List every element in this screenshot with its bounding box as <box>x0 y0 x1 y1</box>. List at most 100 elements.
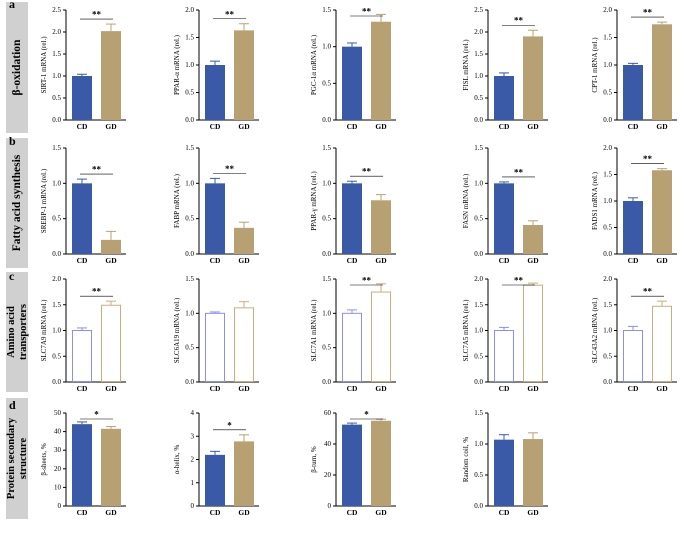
y-tick-label: 1.0 <box>185 309 194 317</box>
y-axis-label: CPT-1 mRNA (rel.) <box>591 37 599 93</box>
y-tick-label: 10 <box>54 483 62 491</box>
chart-1: 0.0 0.5 1.0 1.5 2.0 PPAR-α mRNA (rel.) CD GD ** <box>173 6 259 131</box>
bar-cd <box>72 330 92 382</box>
bar-cd <box>494 330 514 382</box>
significance-marker: ** <box>225 9 235 19</box>
panel-band-d <box>6 398 28 519</box>
y-tick-label: 0.5 <box>52 215 61 223</box>
y-tick-label: 1.5 <box>474 50 483 58</box>
chart-2: 0.0 0.5 1.0 1.5 PGC-1α mRNA (rel.) CD GD ** <box>310 6 396 131</box>
bar-gd <box>523 439 543 506</box>
y-tick-label: 1.5 <box>185 34 194 42</box>
y-tick-label: 1.0 <box>603 327 612 335</box>
significance-marker: ** <box>514 167 524 177</box>
chart-14: 0.0 0.5 1.0 1.5 2.0 SLC43A2 mRNA (rel.) CD GD ** <box>591 275 677 393</box>
bar-gd <box>371 291 391 382</box>
y-tick-label: 1.0 <box>322 43 331 51</box>
panel-title-d: Protein secondarystructure <box>6 417 29 499</box>
bar-gd <box>101 304 121 383</box>
y-tick-label: 0 <box>58 502 62 510</box>
x-tick-label: CD <box>347 122 358 131</box>
y-tick-label: 0.5 <box>603 352 612 360</box>
significance-marker: ** <box>514 16 524 26</box>
y-tick-label: 0 <box>191 502 195 510</box>
y-tick-label: 1.0 <box>603 197 612 205</box>
x-tick-label: GD <box>105 384 117 393</box>
y-tick-label: 0.5 <box>322 79 331 87</box>
y-tick-label: 40 <box>54 428 62 436</box>
y-tick-label: 1.5 <box>52 144 61 152</box>
y-tick-label: 2.0 <box>474 28 483 36</box>
chart-16: 0 1 2 3 4 α-helix, % CD GD * <box>173 409 259 517</box>
x-tick-label: GD <box>656 122 668 131</box>
y-axis-label: SREBP-1 mRNA (rel.) <box>40 168 48 233</box>
y-tick-label: 1.0 <box>185 179 194 187</box>
significance-marker: ** <box>92 10 102 20</box>
y-tick-label: 0.0 <box>474 378 483 386</box>
y-tick-label: 2.0 <box>52 275 61 283</box>
y-tick-label: 20 <box>324 471 332 479</box>
chart-9: 0.0 0.5 1.0 1.5 2.0 FADS1 mRNA (rel.) CD GD ** <box>591 144 677 265</box>
x-tick-label: GD <box>375 508 387 517</box>
bar-cd <box>342 424 362 506</box>
chart-7: 0.0 0.5 1.0 1.5 PPAR-γ mRNA (rel.) CD GD ** <box>310 144 396 265</box>
x-tick-label: GD <box>375 122 387 131</box>
y-axis-label: FABP mRNA (rel.) <box>173 173 181 228</box>
x-tick-label: CD <box>499 122 510 131</box>
x-tick-label: GD <box>656 384 668 393</box>
panel-label-bands: a β-oxidation b Fatty acid synthesis c Amino … <box>6 0 29 519</box>
panel-band-a <box>6 2 28 133</box>
y-tick-label: 0.5 <box>474 215 483 223</box>
chart-18: 0.0 0.5 1.0 1.5 Random coil, % CD GD <box>462 409 548 517</box>
y-tick-label: 1.0 <box>322 309 331 317</box>
y-tick-label: 0.5 <box>474 94 483 102</box>
y-axis-label: SLC7A5 mRNA (rel.) <box>462 299 470 362</box>
y-tick-label: 2.0 <box>603 6 612 14</box>
y-tick-label: 1.5 <box>322 275 331 283</box>
bar-gd <box>523 36 543 120</box>
significance-marker: ** <box>92 287 102 297</box>
x-tick-label: CD <box>499 384 510 393</box>
y-tick-label: 0.0 <box>603 116 612 124</box>
significance-marker: ** <box>514 276 524 286</box>
significance-marker: ** <box>643 287 653 297</box>
y-tick-label: 0.0 <box>185 116 194 124</box>
significance-marker: ** <box>362 7 372 17</box>
y-tick-label: 0.0 <box>185 378 194 386</box>
bar-cd <box>72 183 92 254</box>
x-tick-label: CD <box>210 122 221 131</box>
y-tick-label: 1.5 <box>322 144 331 152</box>
charts-layer: 0.0 0.5 1.0 1.5 2.0 2.5 SIRT-1 mRNA (rel.) CD GD… <box>40 6 677 517</box>
y-tick-label: 1.5 <box>603 34 612 42</box>
significance-marker: ** <box>362 167 372 177</box>
chart-0: 0.0 0.5 1.0 1.5 2.0 2.5 SIRT-1 mRNA (rel.) CD GD… <box>40 6 126 131</box>
significance-marker: ** <box>225 164 235 174</box>
bar-gd <box>523 284 543 382</box>
y-tick-label: 0.5 <box>603 224 612 232</box>
y-tick-label: 1.0 <box>185 61 194 69</box>
y-tick-label: 0.5 <box>185 215 194 223</box>
y-tick-label: 40 <box>324 440 332 448</box>
y-tick-label: 2 <box>191 456 195 464</box>
y-tick-label: 1.0 <box>52 327 61 335</box>
y-tick-label: 1.0 <box>474 327 483 335</box>
y-tick-label: 1.0 <box>474 179 483 187</box>
x-tick-label: CD <box>347 256 358 265</box>
chart-13: 0.0 0.5 1.0 1.5 2.0 SLC7A5 mRNA (rel.) CD GD ** <box>462 275 548 393</box>
y-tick-label: 0.5 <box>322 344 331 352</box>
chart-11: 0.0 0.5 1.0 1.5 SLC6A19 mRNA (rel.) CD GD <box>173 275 259 393</box>
x-tick-label: CD <box>210 384 221 393</box>
bar-gd <box>371 200 391 254</box>
bar-gd <box>234 441 254 506</box>
y-tick-label: 2.5 <box>474 6 483 14</box>
bar-cd <box>72 424 92 506</box>
bar-cd <box>494 76 514 120</box>
y-tick-label: 0.0 <box>474 116 483 124</box>
x-tick-label: CD <box>77 384 88 393</box>
bar-cd <box>342 312 362 383</box>
y-tick-label: 1 <box>191 479 195 487</box>
y-axis-label: SLC6A19 mRNA (rel.) <box>173 297 181 363</box>
y-axis-label: α-helix, % <box>173 445 181 474</box>
x-tick-label: GD <box>105 508 117 517</box>
chart-6: 0.0 0.5 1.0 1.5 FABP mRNA (rel.) CD GD ** <box>173 144 259 265</box>
